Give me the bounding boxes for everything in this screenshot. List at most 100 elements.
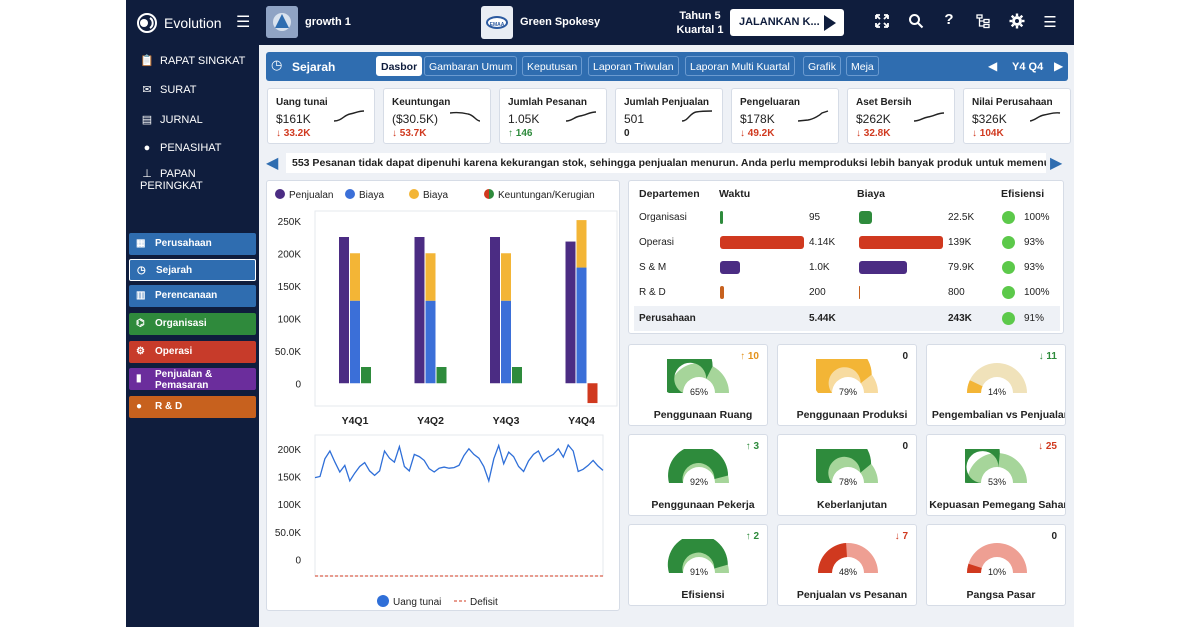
gauge-fill	[816, 449, 872, 483]
dept-penjualan-pemasaran[interactable]: ▮ Penjualan & Pemasaran	[129, 368, 256, 391]
history-icon: ◷	[137, 265, 146, 276]
tab-laporan-multi-kuartal[interactable]: Laporan Multi Kuartal	[685, 56, 795, 76]
chart-panel: Penjualan Biaya Biaya Keuntungan/Kerugian 25…	[266, 180, 620, 611]
arrow-down-icon: ↓	[392, 128, 400, 139]
gauge-change: ↑ 3	[746, 441, 759, 452]
legend-swatch	[345, 189, 355, 199]
sidebar-item-surat[interactable]: ✉ SURAT	[140, 83, 196, 96]
kpi-label: Uang tunai	[276, 97, 328, 108]
bar-profit	[436, 367, 447, 384]
tab-meja[interactable]: Meja	[846, 56, 879, 76]
table-row: Operasi 4.14K 139K 93%	[634, 230, 1060, 255]
y-tick-label: 50.0K	[275, 347, 301, 358]
run-quarter-button[interactable]: JALANKAN K...	[730, 9, 844, 36]
cash-line	[314, 443, 604, 484]
gauge-percent: 48%	[838, 567, 857, 577]
sparkline	[566, 111, 597, 122]
ticker-prev-icon[interactable]: ◀	[266, 155, 279, 172]
gauge-card[interactable]: ↑ 3 92% Penggunaan Pekerja	[628, 434, 768, 516]
prev-period-icon[interactable]: ◀	[988, 59, 998, 73]
dept-operasi[interactable]: ⚙ Operasi	[129, 341, 256, 363]
top-bar: Evolution ☰ growth 1 EMAA Green Spokesy …	[126, 0, 1074, 45]
dept-perencanaan[interactable]: ▥ Perencanaan	[129, 285, 256, 307]
legend-item[interactable]: Keuntungan/Kerugian	[484, 189, 595, 201]
search-icon[interactable]	[906, 13, 926, 33]
tab-laporan-triwulan[interactable]: Laporan Triwulan	[588, 56, 679, 76]
kpi-label: Jumlah Pesanan	[508, 97, 587, 108]
next-period-icon[interactable]: ▶	[1054, 59, 1064, 73]
kpi-card: Keuntungan ($30.5K) ↓ 53.7K	[383, 88, 491, 144]
gauge-card[interactable]: ↑ 10 65% Penggunaan Ruang	[628, 344, 768, 426]
bar-sales	[565, 241, 576, 384]
sidebar-item-jurnal[interactable]: ▤ JURNAL	[140, 113, 203, 126]
bar-profit	[512, 367, 522, 384]
gauge-card[interactable]: 0 10% Pangsa Pasar	[926, 524, 1066, 606]
legend-label: Penjualan	[289, 190, 333, 201]
tab-dasbor[interactable]: Dasbor	[376, 56, 423, 76]
legend-item[interactable]: Defisit	[454, 597, 498, 608]
dept-organisasi[interactable]: ⌬ Organisasi	[129, 313, 256, 335]
dept-sejarah[interactable]: ◷ Sejarah	[129, 259, 256, 281]
gauge-track	[967, 363, 1027, 393]
bar-sales	[339, 237, 349, 384]
tab-keputusan[interactable]: Keputusan	[522, 56, 583, 76]
gauge-card[interactable]: ↑ 2 91% Efisiensi	[628, 524, 768, 606]
tab-grafik[interactable]: Grafik	[803, 56, 842, 76]
legend-item[interactable]: Penjualan	[275, 189, 333, 201]
gauge-dial	[965, 449, 1027, 483]
gauge-card[interactable]: 0 79% Penggunaan Produksi	[777, 344, 917, 426]
gauge-fill	[818, 543, 847, 573]
dept-rnd[interactable]: ● R & D	[129, 396, 256, 418]
kpi-change: ↓ 33.2K	[276, 128, 310, 139]
dept-label: Perusahaan	[155, 238, 212, 249]
gauge-change-value: 2	[753, 531, 759, 542]
hierarchy-icon[interactable]	[973, 13, 993, 33]
tab-gambaran-umum[interactable]: Gambaran Umum	[424, 56, 518, 76]
dept-name: Perusahaan	[639, 313, 696, 324]
sidebar-item-papan-peringkat[interactable]: ⊥ PAPAN PERINGKAT	[140, 167, 259, 192]
section-title: Sejarah	[292, 60, 336, 74]
menu-icon[interactable]: ☰	[1043, 14, 1057, 31]
legend-item[interactable]: Uang tunai	[377, 595, 441, 608]
ticker-next-icon[interactable]: ▶	[1050, 155, 1063, 172]
smiley-icon	[1002, 236, 1015, 249]
bar-chart: Penjualan Biaya Biaya Keuntungan/Kerugian 25…	[275, 189, 618, 427]
gauge-dial	[967, 363, 1027, 393]
kpi-value: $161K	[276, 112, 311, 126]
gauge-dial	[818, 543, 878, 573]
legend-item[interactable]: Biaya	[345, 189, 384, 201]
gauge-card[interactable]: ↓ 7 48% Penjualan vs Pesanan	[777, 524, 917, 606]
opponent-logo-mark: EMAA	[490, 22, 505, 28]
bar-cost-top	[350, 253, 360, 301]
calendar-icon: ▥	[136, 290, 146, 301]
sidebar-item-label: PAPAN PERINGKAT	[140, 168, 203, 192]
gauge-change: ↓ 11	[1039, 351, 1057, 362]
gauge-fill	[667, 359, 713, 393]
dept-perusahaan[interactable]: ▦ Perusahaan	[129, 233, 256, 255]
gear-icon[interactable]	[1007, 13, 1027, 33]
gauge-label: Penggunaan Produksi	[796, 409, 908, 421]
opponent-logo-oval	[486, 16, 508, 29]
gauge-fill	[967, 563, 982, 573]
bar-sales	[490, 237, 500, 384]
gauge-card[interactable]: ↓ 25 53% Kepuasan Pemegang Saham	[926, 434, 1066, 516]
gauge-track	[967, 543, 1027, 573]
sidebar-item-rapat-singkat[interactable]: 📋 RAPAT SINGKAT	[140, 54, 245, 67]
bar-cost-top	[576, 220, 587, 268]
gauge-fill	[816, 359, 872, 393]
mail-icon: ✉	[142, 84, 152, 96]
hamburger-menu-icon[interactable]: ☰	[236, 14, 251, 31]
expand-icon[interactable]	[872, 13, 892, 33]
help-icon[interactable]: ?	[944, 11, 954, 28]
legend-item[interactable]: Biaya	[409, 189, 448, 201]
sparkline	[798, 110, 829, 122]
sidebar-item-label: SURAT	[160, 84, 197, 96]
sidebar-item-penasihat[interactable]: ● PENASIHAT	[140, 142, 222, 154]
y-tick-label: 0	[295, 555, 301, 566]
legend-swatch	[489, 189, 494, 199]
gauge-card[interactable]: 0 78% Keberlanjutan	[777, 434, 917, 516]
table-row-total: Perusahaan 5.44K 243K 91%	[634, 306, 1060, 331]
gauge-card[interactable]: ↓ 11 14% Pengembalian vs Penjualan	[926, 344, 1066, 426]
kpi-value: $326K	[972, 112, 1007, 126]
cost-value: 139K	[948, 237, 972, 248]
